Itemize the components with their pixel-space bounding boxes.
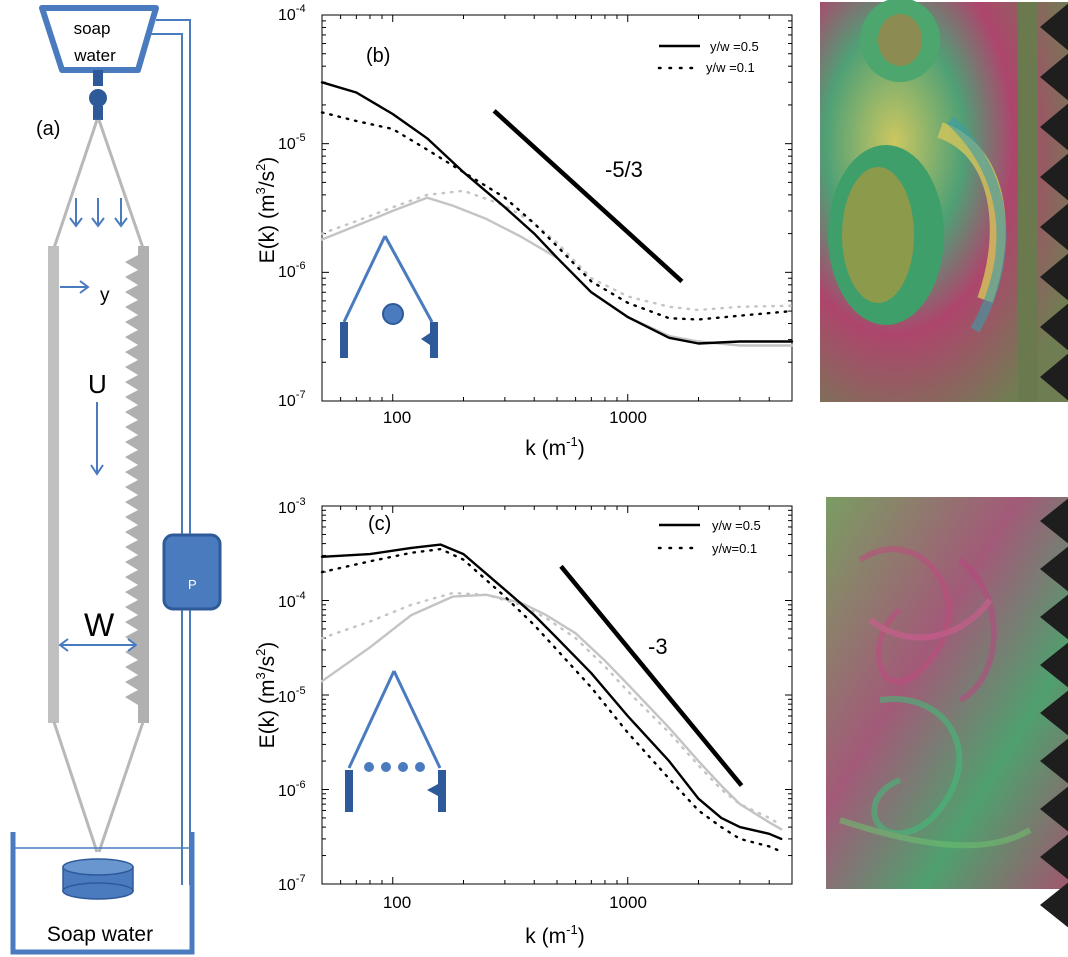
chart-c-series-0 [320,543,783,841]
valve-nozzle [93,106,103,120]
left-rod [48,246,59,723]
chart-c-slope-label: -3 [648,634,668,659]
chart-b-series-2 [320,196,794,347]
chart-c-ytick-1e-6: 10-6 [278,779,306,800]
flow-arrows-icon [69,198,128,228]
reservoir-top-line1: soap [74,19,111,38]
sawtooth-edge [1040,498,1068,928]
chart-b-slope-label: -5/3 [605,157,643,182]
top-reservoir [39,5,159,73]
reservoir-bottom-label: Soap water [47,923,153,946]
chart-c-ytick-1e-7: 10-7 [278,873,306,894]
bottom-reservoir [10,832,195,955]
chart-b-inset-icon [340,235,438,358]
chart-c-panel-label: (c) [368,513,391,535]
chart-b-xtick-1000: 1000 [609,408,647,427]
chart-c-series-1 [320,547,783,853]
chart-c-ticks [321,505,793,885]
chart-b-ylabel: E(k) (m3/s2) [253,157,279,264]
chart-b-ytick-1e-5: 10-5 [278,132,306,153]
valve-stem [93,70,103,86]
chart-b-panel-label: (b) [366,45,390,67]
y-label: y [100,285,110,306]
pump-label: P [188,577,197,592]
chart-b-legend-0: y/w =0.5 [710,39,759,54]
pump-box [162,533,222,611]
chart-c-xtick-1000: 1000 [609,893,647,912]
chart-b: (b) -5/3 100 1000 10-7 10-6 10-5 10-4 k … [253,3,794,460]
flow-photo-bottom [826,497,1068,928]
y-arrow-icon [60,280,90,294]
reservoir-top-line2: water [73,46,116,65]
chart-c-xtick-100: 100 [383,893,411,912]
chart-b-ytick-1e-7: 10-7 [278,389,306,410]
sawtooth-edge [1040,3,1068,401]
u-label: U [88,369,107,399]
chart-b-legend-1: y/w =0.1 [706,60,755,75]
chart-b-series [320,81,794,347]
chart-b-ytick-1e-6: 10-6 [278,260,306,281]
supply-tube-outer [156,19,191,885]
chart-b-series-0 [320,81,794,345]
chart-c-series-3 [320,591,783,827]
chart-c-ytick-1e-4: 10-4 [278,590,306,611]
chart-b-xlabel: k (m-1) [525,434,584,460]
chart-b-series-1 [320,111,794,321]
chart-c: (c) -3 100 1000 10-7 10-6 10-5 10-4 10-3… [253,496,793,948]
photo-bottom-sawtooth [1040,498,1068,928]
chart-c-legend-0: y/w =0.5 [712,518,761,533]
chart-c-xlabel: k (m-1) [525,922,584,948]
chart-b-ytick-1e-4: 10-4 [278,3,306,24]
chart-b-xtick-100: 100 [383,408,411,427]
chart-c-series [320,543,783,853]
chart-c-ytick-1e-3: 10-3 [278,496,306,517]
w-label: W [84,607,115,643]
chart-c-inset-icon [345,670,446,812]
apparatus-diagram: soap water (a) y U W P [10,5,222,955]
sawtooth-wall [125,255,138,705]
w-arrow-icon [58,638,138,652]
chart-c-ylabel: E(k) (m3/s2) [253,642,279,749]
flow-photo-top [820,0,1068,402]
chart-c-ytick-1e-5: 10-5 [278,685,306,706]
chart-c-slope-line [559,564,744,788]
valve-icon [89,89,107,107]
supply-tube-inner [150,33,183,885]
chart-c-series-2 [320,593,783,831]
chart-c-legend-1: y/w=0.1 [712,541,757,556]
collector-cylinder-icon [62,858,134,900]
chart-b-slope-line [492,109,684,284]
photo-top-sawtooth [1040,3,1068,401]
panel-label-a: (a) [36,118,60,140]
u-arrow-icon [90,402,104,476]
chart-b-ticks [321,14,793,402]
right-rod [138,246,149,723]
